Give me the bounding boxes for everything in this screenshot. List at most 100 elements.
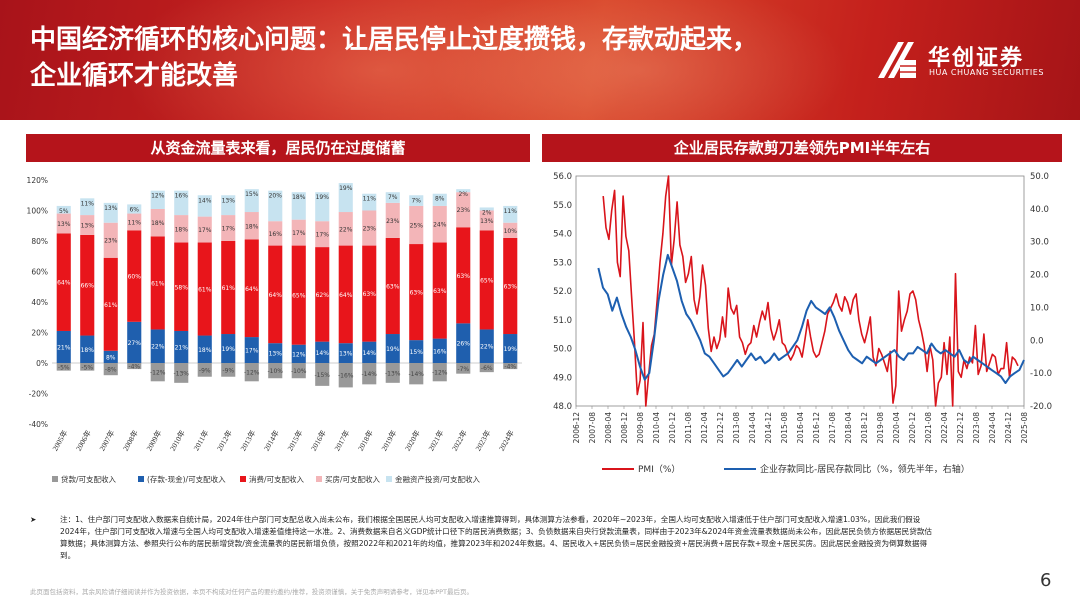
x-tick-label: 2005年 xyxy=(50,428,70,453)
x-tick-label: 2012-04 xyxy=(700,412,709,444)
bar-segment-4 xyxy=(503,205,518,223)
y-tick-label: 80% xyxy=(31,237,48,246)
x-tick-label: 2014-04 xyxy=(748,412,757,444)
data-label-series-2: 64% xyxy=(269,292,283,299)
x-tick-label: 2017-08 xyxy=(828,412,837,444)
left-axis-tick-label: 51.0 xyxy=(553,316,572,326)
bar-segment-1 xyxy=(479,329,494,363)
bar-segment-4 xyxy=(338,183,353,213)
x-tick-label: 2008-04 xyxy=(604,412,613,444)
legend-label: 金融资产投资/可支配收入 xyxy=(395,474,481,484)
footnote-arrow: ➤ xyxy=(30,515,37,524)
data-label-series-4: 6% xyxy=(129,206,139,213)
data-label-loan: -5% xyxy=(58,364,70,371)
data-label-series-2: 60% xyxy=(128,274,142,281)
x-tick-label: 2011-08 xyxy=(684,412,693,444)
x-tick-label: 2023年 xyxy=(473,428,493,453)
logo-name: 华创证券 xyxy=(928,46,1025,71)
x-tick-label: 2019年 xyxy=(379,428,399,453)
deposit-scissors-pmi-line-chart: 48.0 49.0 50.0 51.0 52.0 53.0 54.0 55.0 56.0 -20.… xyxy=(553,172,1052,475)
bar-segment-3 xyxy=(150,208,165,237)
x-tick-label: 2009-08 xyxy=(636,412,645,444)
bar-segment-1 xyxy=(456,323,471,363)
bar-segment-loan xyxy=(80,363,95,371)
data-label-series-3: 23% xyxy=(104,238,118,245)
bar-segment-4 xyxy=(315,192,330,222)
bar-segment-1 xyxy=(221,334,236,363)
data-label-series-2: 64% xyxy=(339,292,353,299)
data-label-series-2: 64% xyxy=(245,286,259,293)
data-label-loan: -13% xyxy=(385,370,401,377)
data-label-series-4: 15% xyxy=(245,191,259,198)
x-tick-label: 2010-04 xyxy=(652,412,661,444)
header-texture-2 xyxy=(430,0,850,120)
bar-segment-2 xyxy=(268,245,283,344)
page-title: 中国经济循环的核心问题：让居民停止过度攒钱，存款动起来， 企业循环才能改善 xyxy=(30,22,810,94)
bar-segment-loan xyxy=(503,363,518,370)
data-label-series-2: 62% xyxy=(316,292,330,299)
bar-segment-4 xyxy=(103,202,118,223)
data-label-series-3: 24% xyxy=(433,222,447,229)
x-tick-label: 2022-12 xyxy=(956,412,965,444)
bar-segment-4 xyxy=(291,192,306,220)
bar-segment-loan xyxy=(268,363,283,379)
data-label-series-4: 12% xyxy=(151,193,165,200)
data-label-series-4: 13% xyxy=(222,197,236,204)
right-axis-tick-label: 50.0 xyxy=(1030,172,1049,182)
data-label-series-3: 18% xyxy=(151,220,165,227)
bar-segment-loan xyxy=(174,363,189,383)
legend-swatch xyxy=(240,476,246,482)
x-tick-label: 2008-12 xyxy=(620,412,629,444)
bar-segment-loan xyxy=(385,363,400,383)
bar-segment-2 xyxy=(174,242,189,331)
bar-segment-3 xyxy=(432,205,447,243)
bar-segment-2 xyxy=(221,241,236,335)
data-label-series-3: 16% xyxy=(269,231,283,238)
bar-segment-loan xyxy=(409,363,424,385)
data-label-series-3: 23% xyxy=(363,226,377,233)
left-axis-tick-label: 56.0 xyxy=(553,172,572,182)
x-tick-label: 2016-04 xyxy=(796,412,805,444)
bar-segment-1 xyxy=(174,330,189,363)
bar-segment-3 xyxy=(338,212,353,246)
x-tick-label: 2016年 xyxy=(308,428,328,453)
y-tick-label: 0% xyxy=(36,359,48,368)
data-label-series-3: 18% xyxy=(245,223,259,230)
x-tick-label: 2015-08 xyxy=(780,412,789,444)
series-line-1 xyxy=(597,253,1025,384)
data-label-series-4: 14% xyxy=(198,197,212,204)
legend-label: PMI（%） xyxy=(638,464,680,475)
bar-segment-4 xyxy=(385,192,400,203)
x-tick-label: 2015年 xyxy=(285,428,305,453)
household-fund-flow-bar-chart: -40% -20% 0% 20% 40% 60% 80% 100% 120% -5% 21% 64% 1… xyxy=(27,176,522,484)
data-label-series-4: 7% xyxy=(411,197,421,204)
x-tick-label: 2017年 xyxy=(332,428,352,453)
bar-segment-loan xyxy=(150,363,165,382)
bar-segment-1 xyxy=(315,341,330,363)
footnote-text: 注：1、住户部门可支配收入数据来自统计局，2024年住户部门可支配总收入尚未公布… xyxy=(60,515,933,560)
x-tick-label: 2019-08 xyxy=(876,412,885,444)
disclaimer-text: 此页面包括资料，其余风险请仔细阅读并作为投资依据，本页不构成对任何产品的要约邀约… xyxy=(30,588,473,596)
data-label-series-4: 5% xyxy=(59,208,69,215)
bar-segment-2 xyxy=(244,239,259,338)
bar-segment-loan xyxy=(362,363,377,385)
data-label-series-1: 14% xyxy=(363,350,377,357)
bar-segment-loan xyxy=(197,363,212,377)
bar-segment-3 xyxy=(174,215,189,243)
legend-label: (存款-现金)/可支配收入 xyxy=(147,474,226,484)
bar-segment-4 xyxy=(80,198,95,216)
left-axis-tick-label: 55.0 xyxy=(553,201,572,211)
legend-label: 消费/可支配收入 xyxy=(249,474,305,484)
data-label-series-3: 13% xyxy=(81,222,95,229)
x-tick-label: 2025-08 xyxy=(1020,412,1029,444)
data-label-series-4: 11% xyxy=(504,208,518,215)
data-label-loan: -4% xyxy=(504,364,516,371)
data-label-series-2: 61% xyxy=(104,302,118,309)
bar-segment-2 xyxy=(479,230,494,330)
data-label-series-3: 22% xyxy=(339,226,353,233)
data-label-series-3: 23% xyxy=(386,218,400,225)
data-label-series-3: 13% xyxy=(480,218,494,225)
data-label-series-4: 11% xyxy=(363,196,377,203)
data-label-series-1: 21% xyxy=(175,344,189,351)
data-label-series-1: 8% xyxy=(106,354,116,361)
